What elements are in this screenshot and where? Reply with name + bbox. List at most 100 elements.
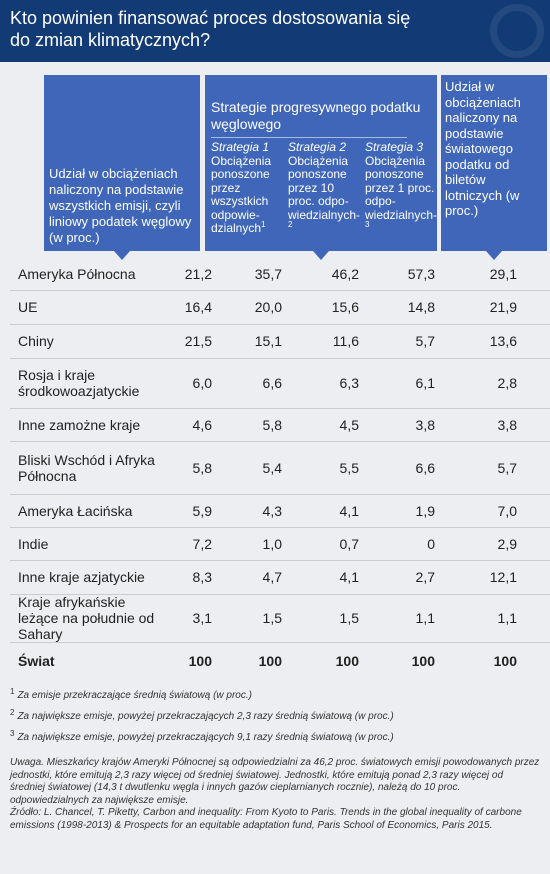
column-header-label: Udział w obciążeniach naliczony na podst…: [49, 166, 192, 245]
table-cell: 4,7: [262, 569, 282, 585]
source-text: Źródło: L. Chancel, T. Piketty, Carbon a…: [10, 807, 522, 831]
table-cell: 1,5: [262, 610, 282, 626]
table-cell: 46,2: [331, 266, 359, 282]
footnote-1: 1 Za emisje przekraczające średnią świato…: [10, 686, 252, 701]
table-cell: 12,1: [489, 569, 517, 585]
region-name: Ameryka Łacińska: [18, 502, 133, 519]
subheader-strategy-2: Strategia 2 Obciążenia ponoszone przez 1…: [288, 140, 362, 236]
region-name: Inne zamożne kraje: [18, 416, 141, 433]
region-name: Świat: [18, 653, 55, 669]
header-banner: Kto powinien finansować proces dostosowa…: [0, 0, 550, 62]
table-cell: 6,1: [415, 375, 435, 391]
group-header-label: Strategie progresywnego podatku węgloweg…: [211, 99, 421, 132]
table-cell: 8,3: [192, 569, 212, 585]
table-cell: 14,8: [407, 299, 435, 315]
table-cell: 21,9: [489, 299, 517, 315]
table-cell: 7,2: [192, 535, 212, 552]
footnote-3: 3 Za największe emisje, powyżej przekracz…: [10, 728, 394, 743]
strategy-2-name: Strategia 2: [288, 140, 347, 154]
table-cell: 20,0: [254, 299, 282, 315]
subheader-strategy-3: Strategia 3 Obciążenia ponoszone przez 1…: [365, 140, 439, 236]
table-row: Kraje afrykańskie leżące na południe od …: [10, 594, 550, 643]
region-name: Inne kraje azjatyckie: [18, 569, 145, 585]
strategy-2-footnote-mark: 2: [288, 220, 293, 229]
table-cell: 1,5: [339, 610, 359, 626]
table-cell: 15,6: [331, 299, 359, 315]
region-name: Rosja i kraje środkowoazjatyckie: [18, 367, 140, 399]
table-cell: 13,6: [489, 333, 517, 349]
table-cell: 4,1: [339, 502, 359, 519]
table-cell: 4,1: [339, 569, 359, 585]
table-cell: 100: [188, 653, 212, 669]
table-cell: 1,0: [262, 535, 282, 552]
table-row: Bliski Wschód i Afryka Północna 5,8 5,4 5,5…: [10, 441, 550, 495]
table-cell: 7,0: [497, 502, 517, 519]
table-cell: 5,4: [262, 459, 282, 476]
notes-and-source: Uwaga. Mieszkańcy krajów Ameryki Północn…: [10, 757, 540, 833]
table-cell: 5,8: [262, 416, 282, 433]
table-cell: 6,6: [415, 459, 435, 476]
table-row: Inne zamożne kraje 4,6 5,8 4,5 3,8 3,8: [10, 408, 550, 442]
column-header-label: Udział w obciążeniach naliczony na podst…: [445, 79, 521, 218]
table-cell: 100: [335, 653, 359, 669]
subheader-strategy-1: Strategia 1 Obciążenia ponoszone przez w…: [211, 140, 285, 236]
table-cell: 100: [493, 653, 517, 669]
region-name: Chiny: [18, 333, 54, 349]
table-cell: 0: [427, 535, 435, 552]
table-cell: 4,3: [262, 502, 282, 519]
table-cell: 5,7: [415, 333, 435, 349]
strategy-1-text: Obciążenia ponoszone przez wszystkich od…: [211, 153, 272, 235]
strategy-3-text: Obciążenia ponoszone przez 1 proc. odpo-…: [365, 153, 438, 222]
table-cell: 57,3: [407, 266, 435, 282]
table-cell: 5,7: [497, 459, 517, 476]
table-cell: 4,5: [339, 416, 359, 433]
table-cell: 5,5: [339, 459, 359, 476]
table-cell: 6,3: [339, 375, 359, 391]
table-cell: 15,1: [254, 333, 282, 349]
table-cell: 100: [411, 653, 435, 669]
footnote-2: 2 Za największe emisje, powyżej przekracz…: [10, 707, 394, 722]
table-cell: 1,1: [415, 610, 435, 626]
region-name: Ameryka Północna: [18, 266, 136, 282]
strategy-3-name: Strategia 3: [365, 140, 424, 154]
table-row: Chiny 21,5 15,1 11,6 5,7 13,6: [10, 324, 550, 359]
table-cell: 3,8: [415, 416, 435, 433]
table-cell: 3,8: [497, 416, 517, 433]
table-cell: 2,8: [497, 375, 517, 391]
region-name: Indie: [18, 535, 49, 552]
table-cell: 3,1: [192, 610, 212, 626]
table-cell: 5,8: [192, 459, 212, 476]
table-row: Inne kraje azjatyckie 8,3 4,7 4,1 2,7 12,1: [10, 560, 550, 595]
table-cell: 11,6: [332, 333, 359, 349]
group-divider: [211, 137, 407, 138]
region-name: Bliski Wschód i Afryka Północna: [18, 451, 155, 484]
table-row: Rosja i kraje środkowoazjatyckie 6,0 6,6 6,…: [10, 358, 550, 409]
table-cell: 100: [258, 653, 282, 669]
footnotes: 1 Za emisje przekraczające średnią świato…: [10, 686, 540, 751]
table-row: Indie 7,2 1,0 0,7 0 2,9: [10, 527, 550, 561]
table-cell: 2,7: [415, 569, 435, 585]
table-row: UE 16,4 20,0 15,6 14,8 21,9: [10, 290, 550, 325]
column-header-progressive-tax: Strategie progresywnego podatku węgloweg…: [205, 75, 439, 260]
page-title: Kto powinien finansować proces dostosowa…: [10, 8, 411, 50]
table-cell: 4,6: [192, 416, 212, 433]
region-name: UE: [18, 299, 38, 315]
strategy-2-text: Obciążenia ponoszone przez 10 proc. odpo…: [288, 153, 361, 222]
table-cell: 21,5: [184, 333, 212, 349]
table-cell: 0,7: [339, 535, 359, 552]
table-cell: 1,1: [497, 610, 517, 626]
table-cell: 2,9: [497, 535, 517, 552]
remark-text: Uwaga. Mieszkańcy krajów Ameryki Północn…: [10, 757, 540, 806]
column-header-flight-tax: Udział w obciążeniach naliczony na podst…: [441, 75, 547, 260]
table-row: Ameryka Łacińska 5,9 4,3 4,1 1,9 7,0: [10, 494, 550, 528]
table-row: Ameryka Północna 21,2 35,7 46,2 57,3 29,1: [10, 258, 550, 291]
table-cell: 21,2: [184, 266, 212, 282]
table-cell: 6,0: [192, 375, 212, 391]
table-cell: 16,4: [184, 299, 212, 315]
table-cell: 1,9: [415, 502, 435, 519]
table-cell: 6,6: [262, 375, 282, 391]
strategy-1-name: Strategia 1: [211, 140, 270, 154]
watermark-logo: [490, 4, 544, 58]
table-cell: 35,7: [254, 266, 282, 282]
region-name: Kraje afrykańskie leżące na południe od …: [18, 594, 155, 642]
